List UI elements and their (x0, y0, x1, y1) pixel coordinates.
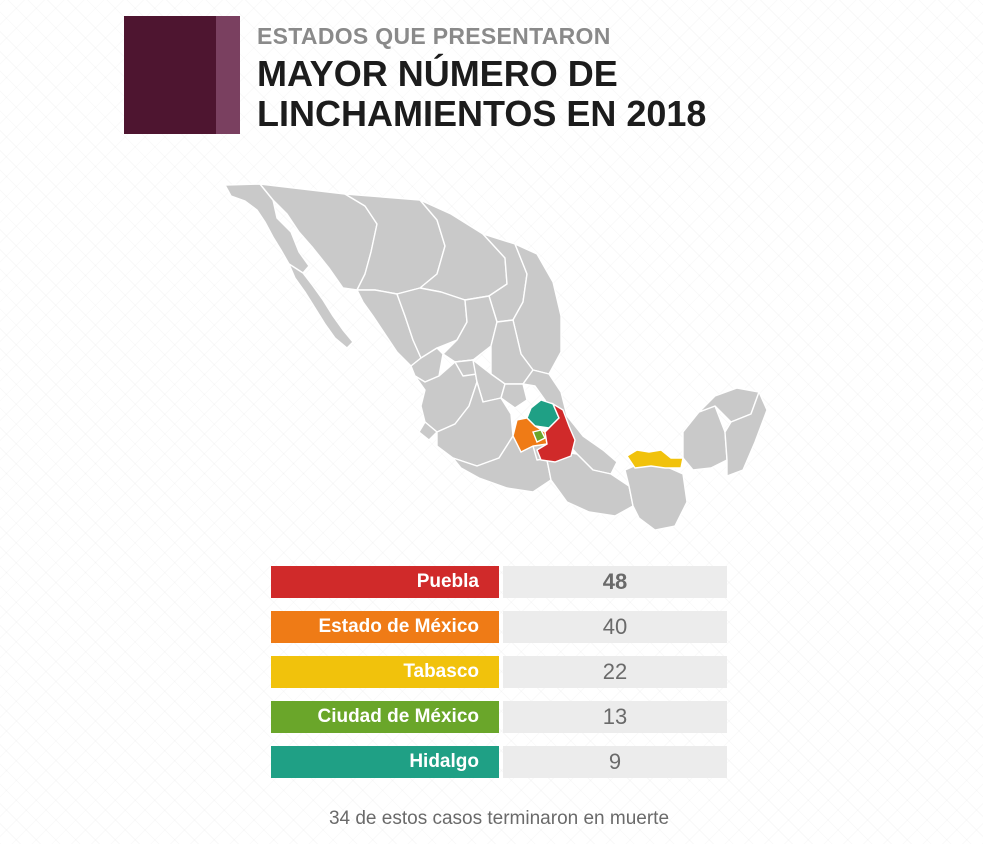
ranking-count: 13 (503, 701, 727, 733)
ranking-row-hidalgo: Hidalgo 9 (271, 746, 727, 782)
ranking-count: 48 (503, 566, 727, 598)
ranking-row-ciudad-de-mexico: Ciudad de México 13 (271, 701, 727, 737)
ranking-row-estado-de-mexico: Estado de México 40 (271, 611, 727, 647)
state-chiapas (624, 463, 688, 531)
footnote: 34 de estos casos terminaron en muerte (328, 808, 670, 829)
ranking-state-label: Puebla (271, 566, 499, 598)
state-colima (418, 421, 438, 441)
ranking-state-label: Estado de México (271, 611, 499, 643)
ranking-count: 22 (503, 656, 727, 688)
state-tabasco (626, 449, 684, 469)
header-accent-stripe (216, 16, 240, 134)
ranking-list: Puebla 48 Estado de México 40 Tabasco 22… (271, 566, 727, 791)
state-campeche (682, 405, 728, 471)
ranking-state-label: Hidalgo (271, 746, 499, 778)
ranking-state-label: Tabasco (271, 656, 499, 688)
state-queretaro (500, 383, 528, 409)
ranking-row-tabasco: Tabasco 22 (271, 656, 727, 692)
ranking-count: 40 (503, 611, 727, 643)
ranking-count: 9 (503, 746, 727, 778)
state-ciudad-de-mexico (532, 429, 546, 443)
page-title: MAYOR NÚMERO DE LINCHAMIENTOS EN 2018 (257, 53, 707, 134)
page-subtitle: ESTADOS QUE PRESENTARON (257, 23, 611, 49)
ranking-state-label: Ciudad de México (271, 701, 499, 733)
header-accent-block (124, 16, 216, 134)
state-puebla (536, 402, 576, 463)
state-quintana-roo (724, 391, 768, 477)
mexico-map (224, 183, 768, 531)
ranking-row-puebla: Puebla 48 (271, 566, 727, 602)
state-baja-california-sur (288, 263, 354, 349)
